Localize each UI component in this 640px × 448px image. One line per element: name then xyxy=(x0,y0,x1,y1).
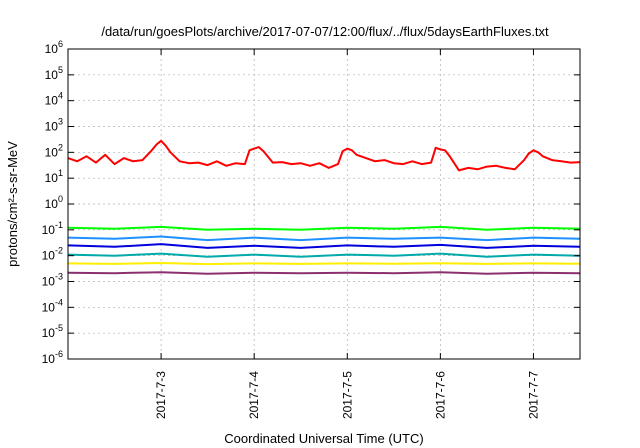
y-tick-label: 102 xyxy=(45,142,63,159)
y-tick-label: 10-4 xyxy=(42,297,63,314)
series-line xyxy=(67,252,581,258)
y-axis-label: protons/cm²-s-sr-MeV xyxy=(5,141,20,267)
y-tick-label: 106 xyxy=(45,39,63,56)
y-tick-label: 10-2 xyxy=(42,246,63,263)
y-tick-label: 104 xyxy=(45,91,63,108)
x-axis-label: Coordinated Universal Time (UTC) xyxy=(224,431,423,446)
x-tick-label: 2017-7-3 xyxy=(154,371,168,419)
series-line xyxy=(67,271,581,275)
series-line xyxy=(67,262,581,266)
y-tick-label: 10-3 xyxy=(42,272,63,289)
x-tick-label: 2017-7-5 xyxy=(340,371,354,419)
y-tick-label: 10-6 xyxy=(42,349,63,366)
y-tick-label: 10-5 xyxy=(42,323,63,340)
series-line xyxy=(67,139,581,172)
x-tick-label: 2017-7-7 xyxy=(526,371,540,419)
chart-title: /data/run/goesPlots/archive/2017-07-07/1… xyxy=(101,24,549,39)
x-tick-label: 2017-7-4 xyxy=(247,371,261,419)
y-tick-label: 103 xyxy=(45,117,63,134)
x-tick-label: 2017-7-6 xyxy=(433,371,447,419)
y-tick-label: 105 xyxy=(45,65,63,82)
y-tick-label: 10-1 xyxy=(42,220,63,237)
y-axis: 10-6 10-5 10-4 10-3 10-2 10-1 100 101 102 103 104 1… xyxy=(42,39,580,366)
y-tick-label: 101 xyxy=(45,168,63,185)
series-line xyxy=(67,235,581,242)
series-line xyxy=(67,243,581,249)
x-axis: 2017-7-3 2017-7-4 2017-7-5 2017-7-6 2017-7-7 xyxy=(154,49,540,419)
series-line xyxy=(67,225,581,231)
y-tick-label: 100 xyxy=(45,194,63,211)
grid xyxy=(68,49,580,359)
plot-area xyxy=(67,139,581,275)
